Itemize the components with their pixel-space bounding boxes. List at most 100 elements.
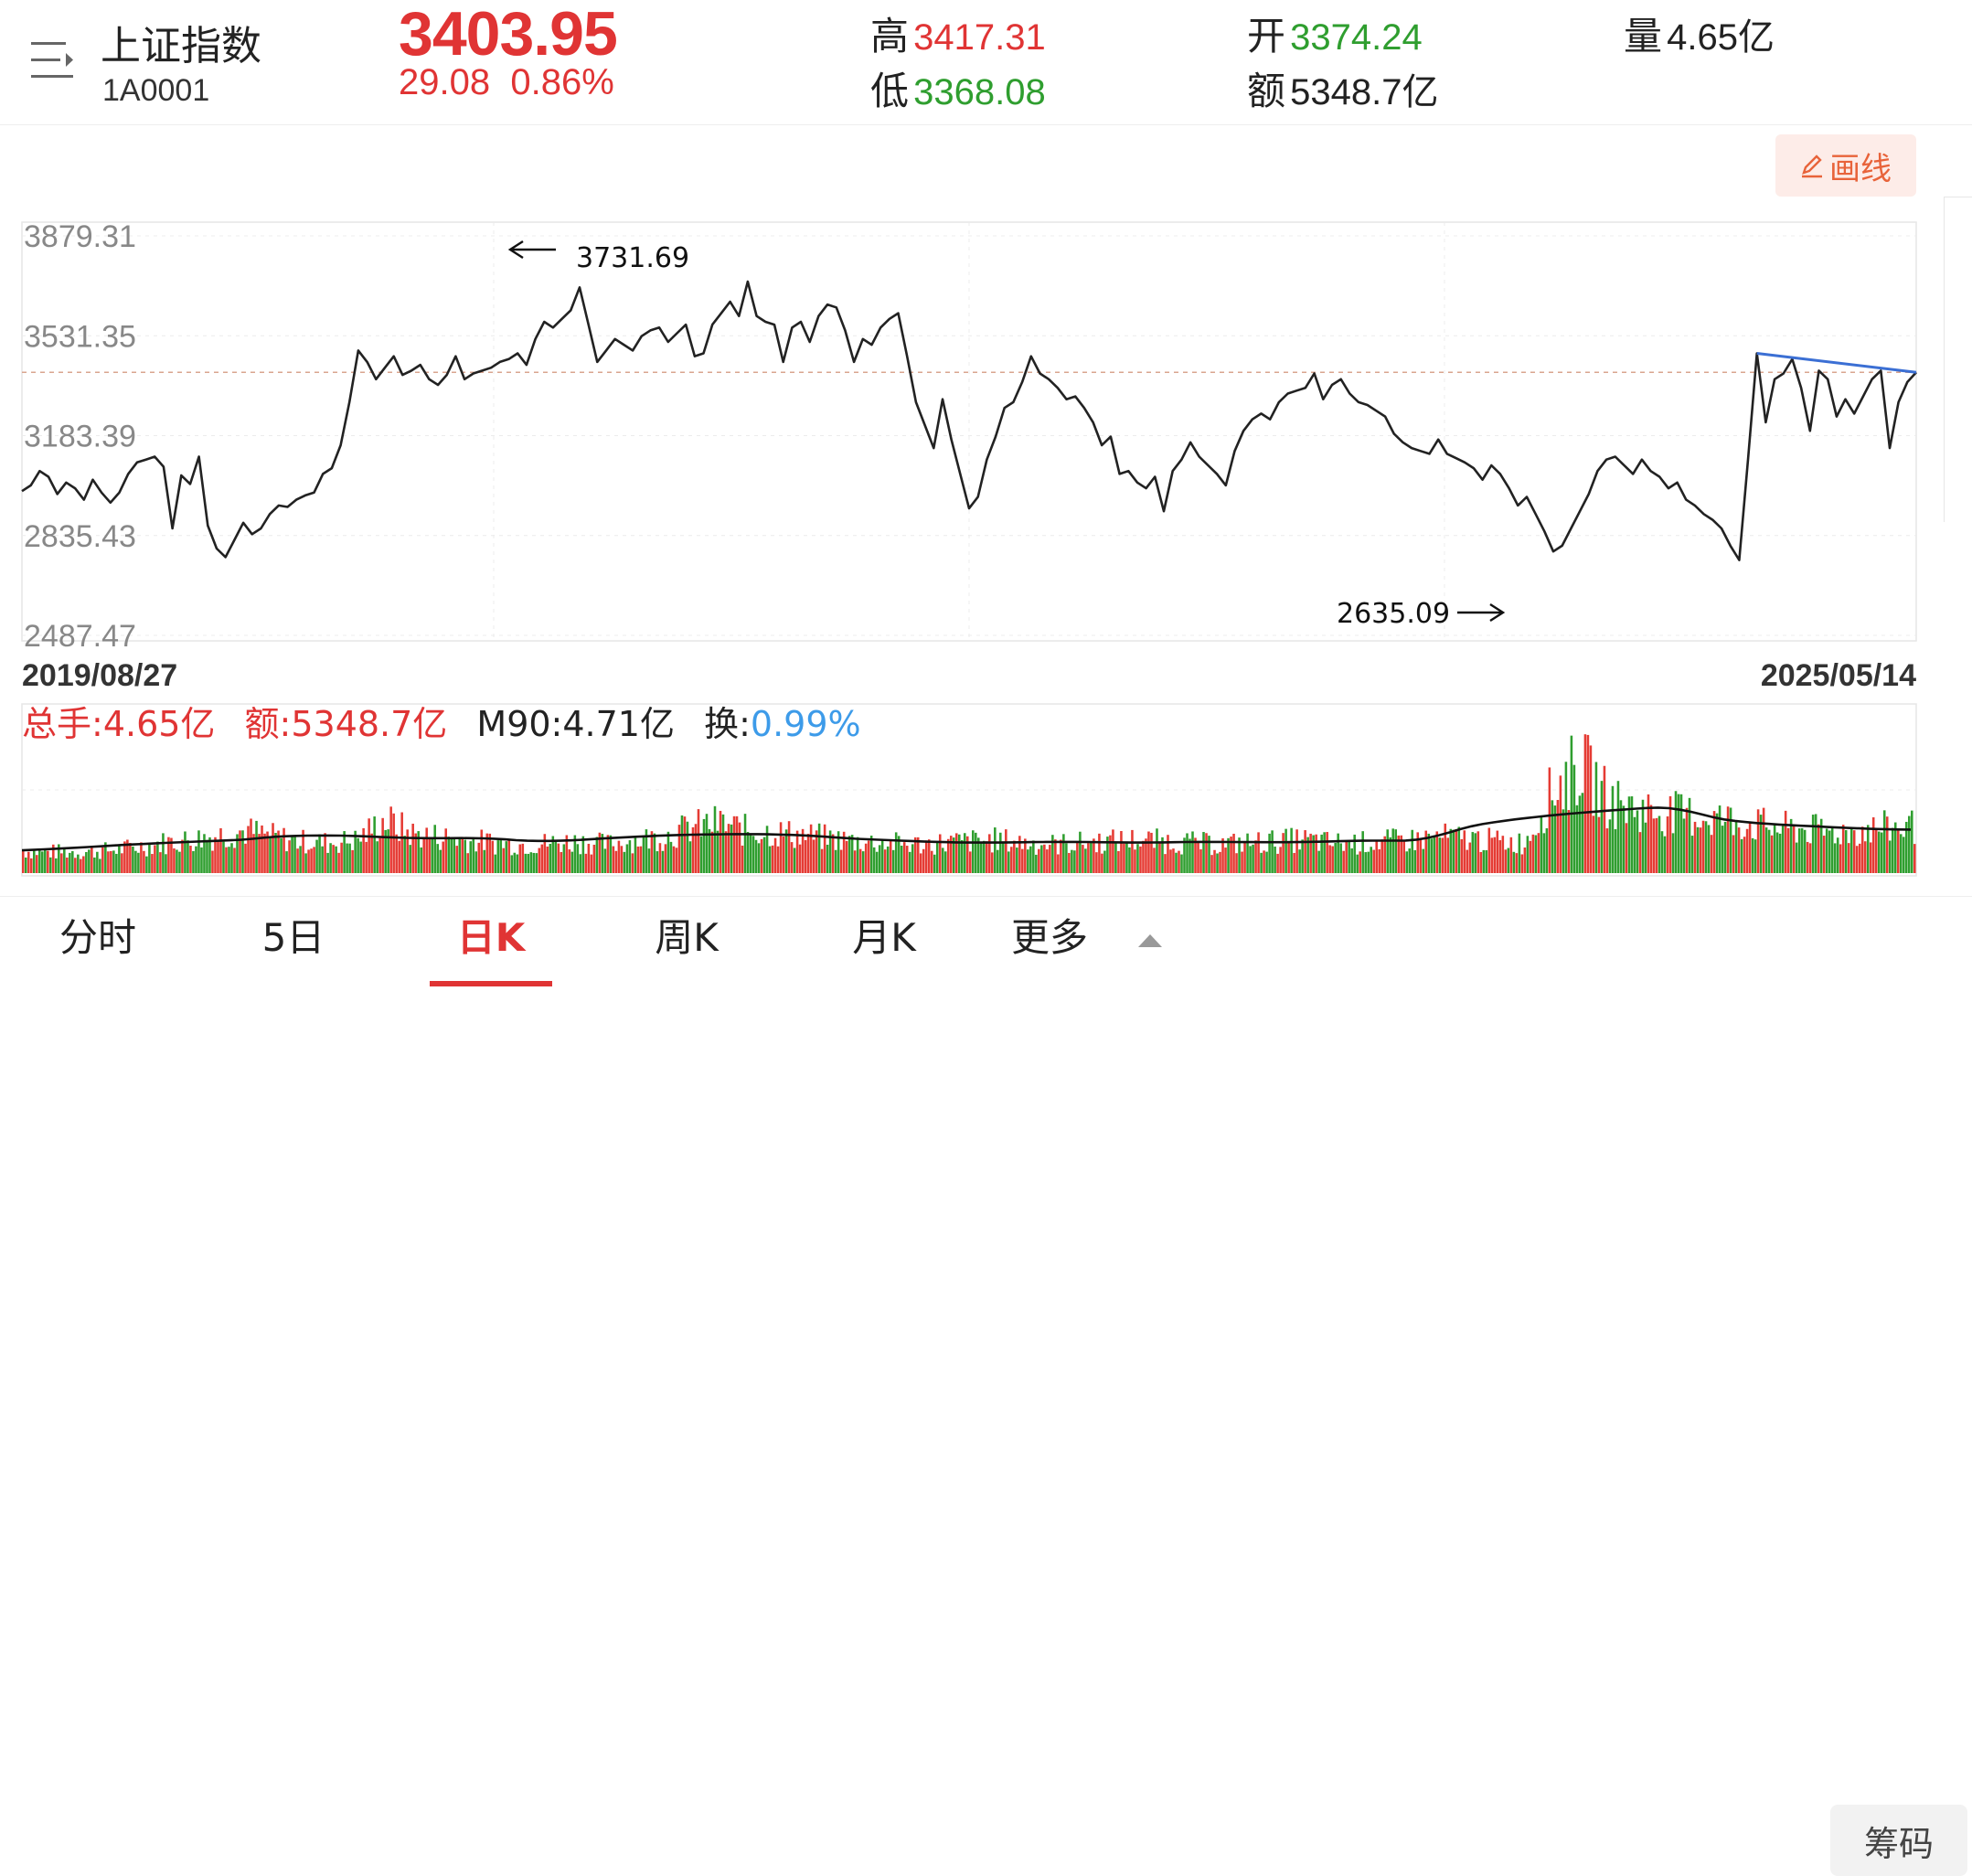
draw-line-button[interactable]: 画线 <box>1775 134 1916 197</box>
volume-bar <box>1345 840 1348 873</box>
kline-chart-area[interactable]: 3879.31 3531.35 3183.39 2835.43 2487.47 … <box>0 0 1972 896</box>
low-annotation-label: 2635.09 <box>1337 598 1450 630</box>
volume-bar <box>241 830 244 873</box>
volume-bar <box>975 832 977 873</box>
period-tabs: 分时 5日 日K 周K 月K 更多 筹码 <box>0 896 1972 1876</box>
volume-bar <box>1471 832 1475 873</box>
low-label: 低 <box>870 69 910 113</box>
volume-bar <box>214 837 217 873</box>
volume-bar <box>1202 832 1205 873</box>
change-percent: 0.86% <box>510 62 614 102</box>
tab-5day[interactable]: 5日 <box>261 915 325 960</box>
volume-bar <box>197 830 200 873</box>
volume-bar <box>176 849 178 873</box>
volume-bar <box>924 840 928 873</box>
volume-bar <box>1139 846 1142 873</box>
volume-bar <box>592 844 596 873</box>
volume-bar <box>1378 848 1380 873</box>
open-label: 开 <box>1247 14 1286 59</box>
volume-bar <box>858 848 862 873</box>
volume-bar <box>806 834 810 873</box>
volume-bar <box>436 844 439 873</box>
volume-bar <box>496 840 500 873</box>
volume-bar <box>1246 833 1249 873</box>
volume-bar <box>1098 833 1101 873</box>
tab-weekly-k[interactable]: 周K <box>655 915 719 960</box>
volume-bar <box>206 839 208 873</box>
volume-bar <box>439 849 442 873</box>
volume-bar <box>1839 844 1842 873</box>
volume-bar <box>1112 829 1114 873</box>
tab-more[interactable]: 更多 <box>1011 897 1212 988</box>
volume-bar <box>60 853 63 873</box>
volume-bar <box>1622 805 1626 873</box>
volume-bar <box>1858 843 1861 873</box>
volume-bar <box>957 834 961 873</box>
volume-bar <box>1485 850 1488 873</box>
legend-amount-value: 5348.7亿 <box>291 704 447 744</box>
volume-bar <box>1633 816 1636 873</box>
volume-bar <box>1619 800 1623 873</box>
volume-bar <box>1372 849 1375 873</box>
volume-bar <box>735 815 739 873</box>
volume-bar <box>230 843 233 873</box>
volume-bar <box>181 839 184 873</box>
volume-bar <box>324 833 326 873</box>
volume-bar <box>354 830 357 873</box>
volume-bar <box>1002 841 1005 873</box>
volume-bar <box>1071 849 1073 873</box>
volume-bar <box>1871 816 1875 873</box>
volume-bar <box>1907 815 1911 873</box>
volume-bar <box>1172 848 1175 873</box>
volume-bar <box>702 818 706 873</box>
volume-bar <box>337 852 340 873</box>
volume-bar <box>118 844 121 873</box>
menu-collapse-icon[interactable] <box>31 40 77 80</box>
volume-label: 量 <box>1624 14 1663 59</box>
volume-bar <box>1391 828 1394 873</box>
volume-bar <box>891 849 895 873</box>
volume-bar <box>126 839 129 873</box>
volume-bar <box>266 831 269 873</box>
volume-bar <box>302 829 304 873</box>
tab-daily-k[interactable]: 日K <box>456 915 526 960</box>
volume-bar <box>636 846 640 873</box>
volume-bar <box>1644 822 1647 873</box>
volume-bar <box>793 847 796 873</box>
volume-bar <box>1221 838 1224 873</box>
tab-intraday[interactable]: 分时 <box>59 915 136 960</box>
active-tab-indicator <box>430 981 552 986</box>
volume-bar <box>145 856 148 873</box>
volume-bar <box>1029 846 1032 873</box>
volume-bar <box>244 843 247 873</box>
volume-bar <box>1688 797 1691 873</box>
volume-bar <box>1284 828 1287 873</box>
volume-bar <box>1745 828 1749 873</box>
volume-bar <box>1021 848 1024 873</box>
volume-bar <box>1507 847 1510 873</box>
volume-bar <box>765 826 769 873</box>
volume-bar <box>1145 838 1147 873</box>
volume-bar <box>359 841 362 873</box>
volume-bar <box>1792 825 1796 873</box>
volume-bar <box>293 836 296 873</box>
volume-bar <box>173 848 176 873</box>
volume-bar <box>1304 830 1306 873</box>
volume-bar <box>494 854 497 873</box>
volume-bar <box>420 847 422 873</box>
volume-bar <box>455 846 459 873</box>
volume-bar <box>529 852 533 873</box>
volume-bar <box>1383 836 1386 873</box>
volume-bar <box>1847 843 1850 873</box>
volume-bar <box>1814 814 1817 873</box>
volume-bar <box>1016 847 1018 873</box>
tab-monthly-k[interactable]: 月K <box>852 915 916 960</box>
volume-bar <box>1035 854 1038 873</box>
volume-bar <box>1084 848 1087 873</box>
volume-bar <box>1564 762 1568 873</box>
chip-distribution-button[interactable]: 筹码 <box>1830 1805 1967 1876</box>
volume-bar <box>107 851 110 873</box>
volume-bar <box>861 851 865 873</box>
volume-bar <box>562 844 566 873</box>
volume-bar <box>510 855 514 873</box>
